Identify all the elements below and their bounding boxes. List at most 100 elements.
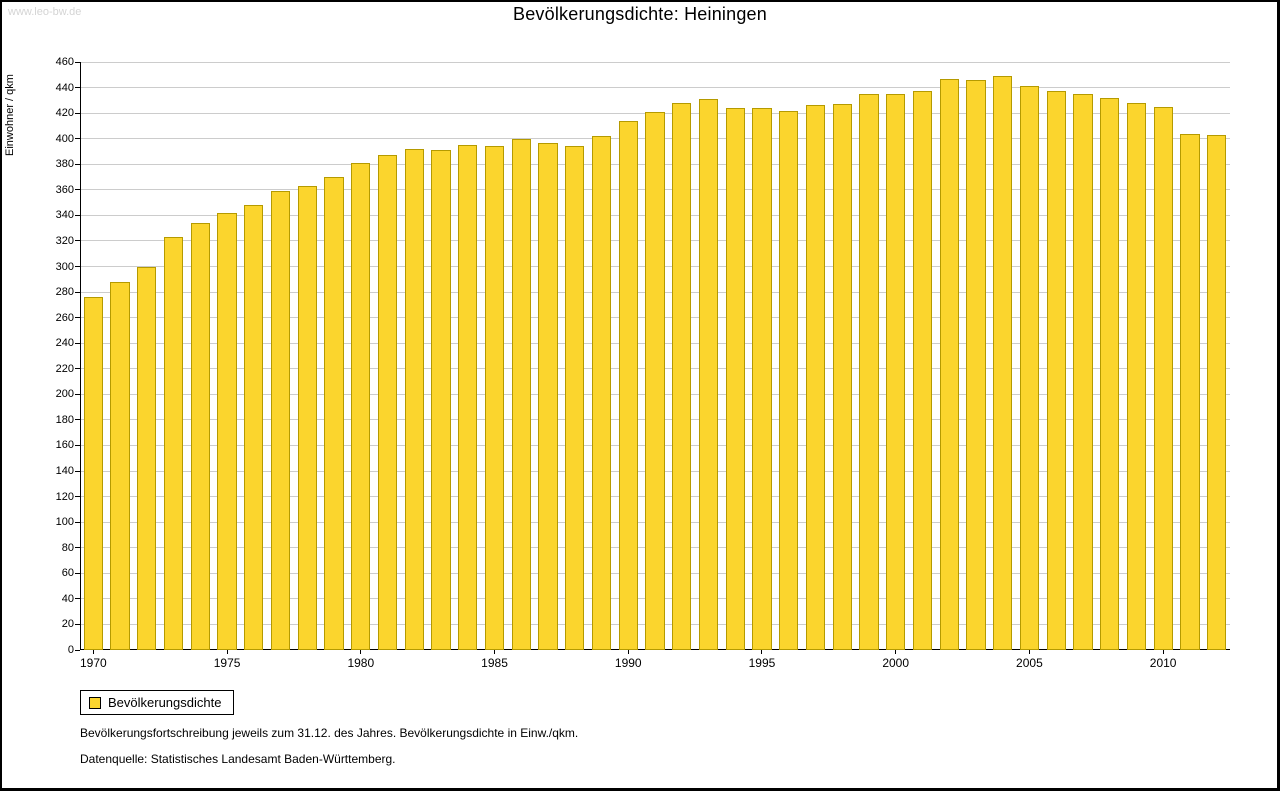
x-tick-mark (1162, 650, 1164, 654)
y-tick-label: 240 (55, 337, 74, 350)
y-tick-mark (75, 470, 80, 472)
y-tick-label: 460 (55, 56, 74, 68)
y-tick-mark (75, 138, 80, 140)
bar-2003 (966, 79, 986, 650)
bar-2007 (1073, 93, 1093, 650)
site-watermark: www.leo-bw.de (8, 6, 82, 18)
y-tick-mark (75, 87, 80, 89)
bar-1974 (190, 223, 210, 650)
bar-1973 (163, 237, 184, 650)
bar-1986 (511, 138, 531, 650)
x-tick-mark (761, 650, 763, 654)
x-tick-label: 1985 (481, 656, 508, 670)
y-tick-label: 440 (55, 81, 74, 94)
y-tick-label: 20 (61, 618, 74, 631)
bar-1996 (779, 110, 799, 650)
x-tick-label: 1970 (80, 656, 107, 670)
bar-2010 (1153, 106, 1173, 650)
y-tick-mark (75, 444, 80, 446)
y-tick-mark (75, 266, 80, 268)
bar-1972 (137, 266, 157, 650)
bar-1998 (832, 104, 852, 650)
y-tick-label: 380 (55, 158, 74, 171)
y-tick-label: 400 (55, 132, 74, 145)
legend-swatch-icon (89, 696, 101, 709)
y-tick-label: 160 (55, 439, 74, 452)
x-tick-label: 1975 (213, 656, 241, 670)
footnote-source: Datenquelle: Statistisches Landesamt Bad… (80, 752, 396, 766)
bar-1999 (859, 93, 879, 650)
legend-box: Bevölkerungsdichte (80, 690, 235, 715)
y-tick-mark (75, 61, 80, 63)
x-tick-label: 1995 (748, 656, 776, 670)
y-tick-mark (75, 214, 80, 216)
y-tick-label: 120 (55, 490, 74, 503)
y-tick-mark (75, 112, 80, 114)
bar-1992 (672, 102, 692, 650)
y-tick-label: 260 (55, 311, 74, 324)
bar-1978 (297, 186, 317, 650)
y-tick-mark (75, 623, 80, 625)
bar-1991 (645, 111, 665, 650)
bar-2004 (993, 76, 1013, 650)
y-tick-mark (75, 496, 80, 498)
y-tick-mark (75, 240, 80, 242)
bar-1980 (351, 162, 371, 650)
legend-label: Bevölkerungsdichte (108, 695, 222, 710)
bar-2005 (1019, 86, 1040, 650)
bar-1982 (404, 148, 424, 650)
x-tick-mark (627, 650, 629, 654)
y-tick-label: 80 (61, 541, 74, 554)
y-tick-label: 140 (55, 465, 74, 478)
x-tick-mark (1028, 650, 1030, 654)
y-tick-mark (75, 368, 80, 370)
bar-1983 (431, 150, 451, 650)
y-tick-mark (75, 163, 80, 165)
bar-1993 (698, 99, 719, 650)
bar-2000 (886, 93, 906, 650)
y-tick-mark (75, 342, 80, 344)
y-tick-label: 320 (55, 234, 74, 247)
x-tick-mark (92, 650, 94, 654)
bar-1987 (538, 142, 558, 650)
bar-1994 (725, 108, 745, 650)
y-tick-label: 420 (55, 107, 74, 120)
bar-1989 (591, 136, 612, 650)
bar-2012 (1207, 134, 1227, 650)
y-tick-mark (75, 291, 80, 293)
y-tick-mark (75, 649, 80, 651)
bar-1988 (565, 146, 585, 650)
y-tick-label: 180 (55, 413, 74, 426)
x-tick-mark (226, 650, 228, 654)
bar-1970 (83, 297, 103, 650)
bar-1995 (752, 108, 772, 650)
y-tick-label: 300 (55, 260, 74, 273)
bar-2002 (939, 78, 959, 650)
bar-1981 (377, 155, 398, 650)
y-tick-mark (75, 393, 80, 395)
x-tick-label: 2000 (882, 656, 910, 670)
bar-2006 (1046, 91, 1066, 650)
y-tick-label: 340 (55, 209, 74, 222)
y-tick-mark (75, 572, 80, 574)
bar-1977 (270, 191, 291, 650)
y-tick-label: 280 (55, 286, 74, 299)
y-axis-line (80, 62, 81, 650)
y-tick-mark (75, 189, 80, 191)
y-tick-label: 0 (67, 644, 74, 656)
footnote-method: Bevölkerungsfortschreibung jeweils zum 3… (80, 726, 579, 740)
y-tick-mark (75, 521, 80, 523)
y-tick-label: 100 (55, 516, 74, 529)
bar-2001 (912, 91, 933, 650)
x-tick-mark (895, 650, 897, 654)
bar-1990 (618, 120, 638, 650)
x-tick-mark (494, 650, 496, 654)
x-tick-label: 2010 (1149, 656, 1177, 670)
bar-1979 (324, 177, 344, 650)
bar-2008 (1100, 97, 1120, 650)
x-tick-label: 1990 (614, 656, 642, 670)
y-tick-mark (75, 317, 80, 319)
y-tick-mark (75, 547, 80, 549)
y-tick-label: 220 (55, 362, 74, 375)
bar-1976 (244, 205, 264, 650)
